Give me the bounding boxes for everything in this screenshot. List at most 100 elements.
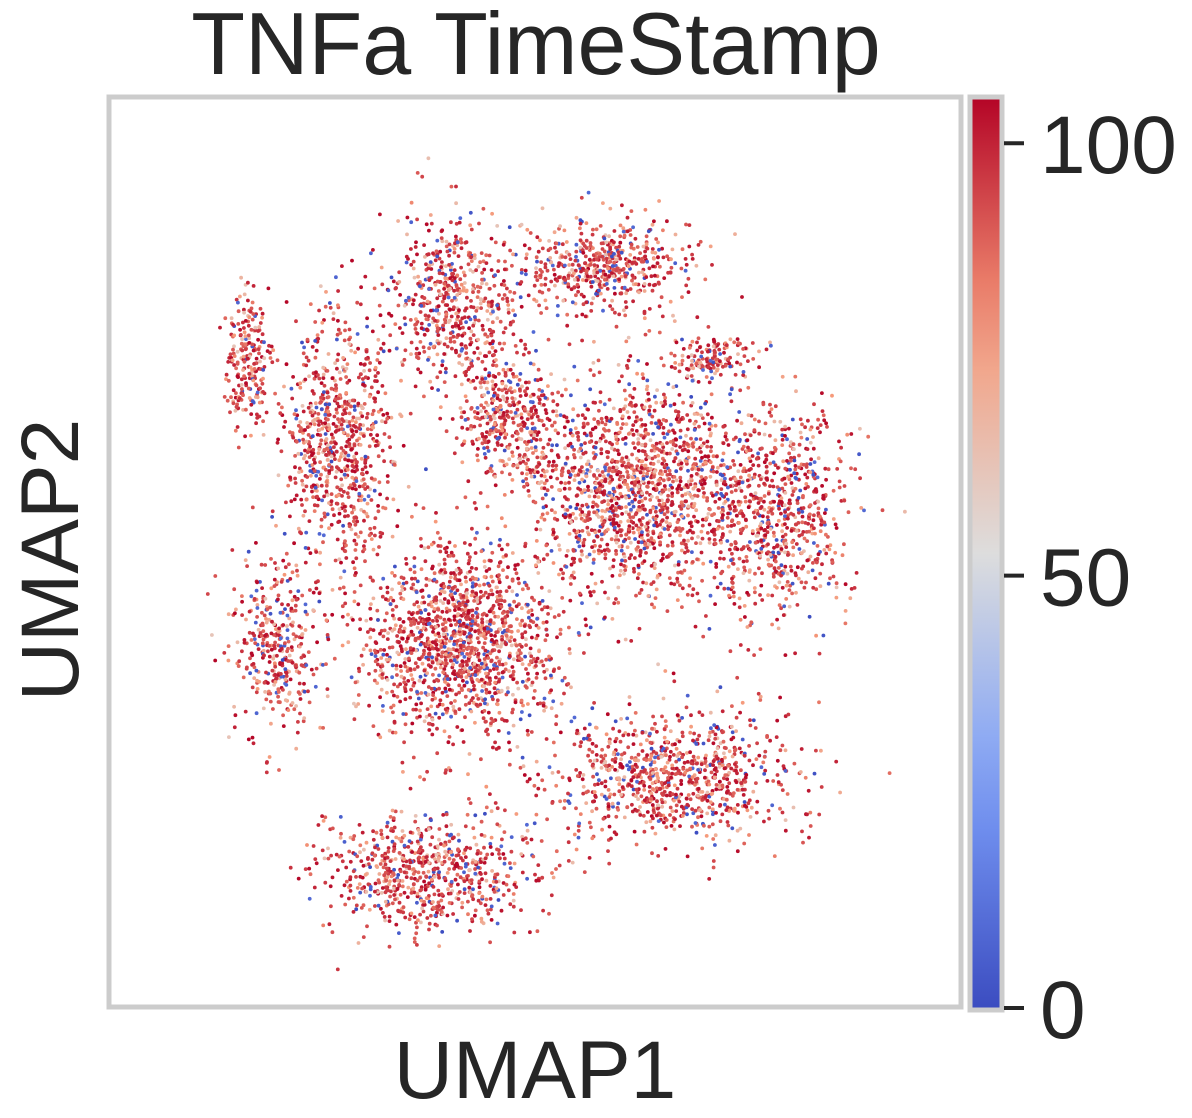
scatter-point: [667, 477, 672, 481]
scatter-point: [276, 437, 280, 442]
scatter-point: [343, 509, 347, 513]
scatter-point: [698, 239, 703, 244]
scatter-point: [361, 377, 365, 381]
scatter-point: [433, 258, 438, 263]
scatter-point: [711, 493, 715, 498]
scatter-point: [675, 451, 680, 456]
scatter-point: [250, 317, 255, 322]
scatter-point: [620, 456, 625, 461]
scatter-point: [793, 486, 798, 491]
scatter-point: [418, 284, 422, 289]
scatter-point: [812, 460, 817, 464]
scatter-point: [351, 519, 356, 524]
scatter-point: [609, 474, 613, 479]
scatter-point: [542, 486, 547, 491]
scatter-point: [291, 435, 296, 440]
scatter-point: [544, 543, 549, 548]
scatter-point: [354, 476, 358, 481]
scatter-point: [843, 582, 848, 587]
scatter-point: [535, 470, 540, 474]
scatter-point: [640, 270, 645, 275]
scatter-point: [243, 434, 248, 439]
scatter-point: [409, 352, 413, 356]
scatter-point: [659, 400, 664, 405]
scatter-point: [643, 463, 648, 468]
scatter-point: [525, 426, 530, 430]
scatter-point: [325, 687, 330, 691]
scatter-point: [678, 466, 683, 471]
scatter-point: [743, 432, 747, 437]
scatter-point: [726, 485, 730, 490]
scatter-point: [768, 340, 772, 345]
scatter-point: [582, 513, 587, 517]
scatter-point: [345, 424, 350, 429]
scatter-point: [619, 533, 623, 538]
scatter-point: [358, 422, 363, 427]
scatter-point: [301, 437, 305, 442]
scatter-point: [623, 442, 628, 446]
scatter-point: [632, 410, 637, 414]
scatter-point: [484, 435, 488, 439]
scatter-point: [581, 250, 586, 255]
scatter-point: [646, 391, 651, 396]
scatter-point: [303, 609, 308, 614]
scatter-point: [287, 653, 292, 658]
scatter-point: [254, 588, 259, 593]
scatter-point: [798, 488, 803, 493]
scatter-point: [619, 548, 624, 553]
scatter-point: [743, 495, 748, 500]
scatter-point: [630, 404, 634, 408]
scatter-point: [581, 421, 586, 426]
scatter-point: [690, 359, 694, 363]
scatter-point: [768, 484, 772, 488]
scatter-point: [741, 513, 746, 518]
scatter-point: [793, 475, 798, 480]
scatter-point: [475, 406, 480, 410]
scatter-point: [484, 261, 489, 265]
scatter-point: [402, 357, 407, 362]
scatter-point: [581, 278, 585, 282]
scatter-point: [773, 404, 778, 409]
scatter-point: [341, 529, 346, 534]
scatter-point: [443, 320, 448, 325]
scatter-point: [545, 469, 549, 474]
scatter-point: [501, 568, 505, 572]
scatter-point: [714, 479, 719, 484]
scatter-point: [472, 410, 477, 414]
scatter-point: [325, 369, 330, 373]
scatter-point: [654, 400, 659, 405]
scatter-point: [835, 467, 840, 471]
scatter-point: [262, 340, 266, 345]
scatter-point: [653, 273, 657, 278]
scatter-point: [488, 428, 493, 433]
scatter-point: [625, 229, 630, 234]
scatter-point: [463, 418, 468, 422]
scatter-point: [492, 416, 497, 421]
scatter-point: [333, 397, 338, 402]
scatter-point: [688, 576, 692, 581]
scatter-point: [721, 532, 725, 536]
scatter-point: [606, 428, 611, 433]
scatter-point: [548, 246, 553, 251]
scatter-point: [558, 413, 563, 417]
scatter-point: [745, 559, 749, 563]
scatter-point: [373, 374, 378, 378]
scatter-point: [824, 532, 828, 537]
scatter-point: [787, 604, 792, 609]
scatter-point: [459, 348, 464, 353]
scatter-point: [685, 427, 690, 432]
scatter-point: [563, 446, 567, 450]
scatter-point: [617, 505, 622, 510]
scatter-point: [594, 440, 599, 445]
scatter-point: [528, 361, 533, 366]
scatter-point: [607, 274, 611, 279]
scatter-point: [575, 378, 580, 383]
scatter-point: [337, 370, 342, 375]
scatter-point: [612, 240, 616, 245]
scatter-point: [362, 402, 367, 406]
scatter-point: [493, 383, 498, 387]
scatter-point: [751, 463, 756, 467]
scatter-point: [484, 400, 488, 405]
scatter-point: [502, 267, 507, 272]
scatter-point: [283, 565, 288, 570]
